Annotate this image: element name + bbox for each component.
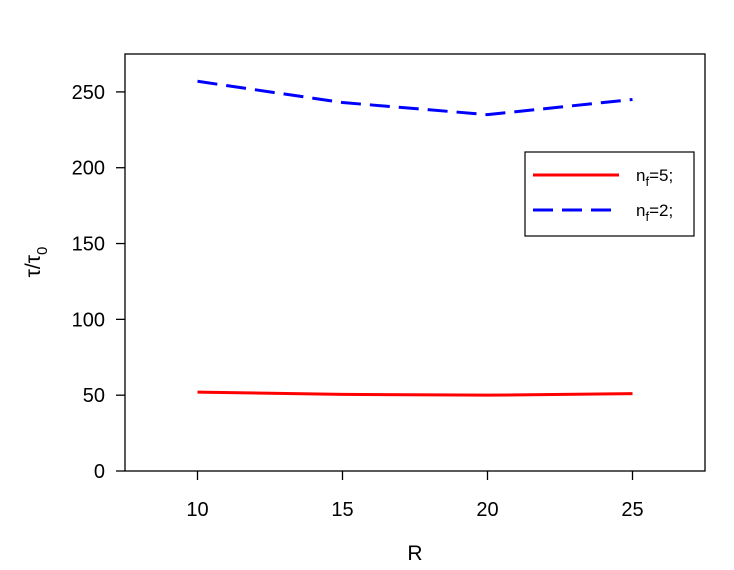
legend-box <box>524 151 695 237</box>
y-axis-ticks: 0 50 100 150 200 250 <box>72 82 125 483</box>
y-tick-label-250: 250 <box>72 82 105 104</box>
y-tick-label-100: 100 <box>72 309 105 331</box>
y-tick-label-50: 50 <box>83 385 105 407</box>
plot-frame <box>124 53 706 472</box>
y-tick-label-200: 200 <box>72 158 105 180</box>
x-axis-label: R <box>407 542 422 565</box>
series-line-0 <box>197 390 633 397</box>
x-tick-label-10: 10 <box>186 499 208 521</box>
legend-label-nf5: nf=5; <box>636 166 673 189</box>
y-axis-label-main: τ/τ <box>22 254 45 277</box>
series-lines <box>197 79 633 397</box>
x-tick-label-25: 25 <box>621 499 643 521</box>
y-tick-label-0: 0 <box>94 461 105 483</box>
y-axis-label: τ/τ0 <box>22 247 51 278</box>
x-tick-label-20: 20 <box>476 499 498 521</box>
x-axis-ticks: 10 15 20 25 <box>186 471 644 521</box>
legend: nf=5; nf=2; <box>524 151 695 237</box>
series-line-1 <box>197 79 633 117</box>
legend-label-nf2: nf=2; <box>636 201 673 224</box>
y-tick-label-150: 150 <box>72 234 105 256</box>
y-axis-label-sub: 0 <box>34 247 51 255</box>
x-tick-label-15: 15 <box>331 499 353 521</box>
